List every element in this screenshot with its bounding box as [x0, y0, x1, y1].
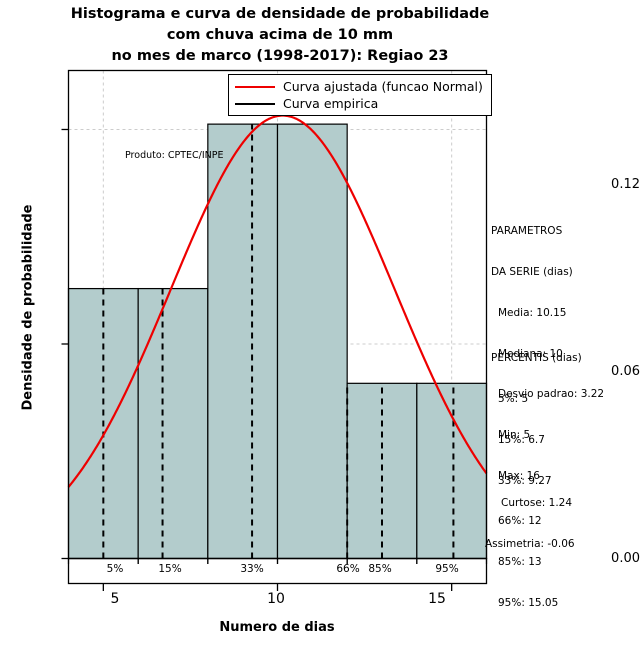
- percentil-15: 15%: 6.7: [498, 433, 545, 446]
- parameters-block: PARAMETROS DA SERIE (dias) Media: 10.15 …: [491, 198, 604, 511]
- chart-title-line-3: no mes de marco (1998-2017): Regiao 23: [111, 48, 449, 64]
- parameter-mediana: Mediana: 10: [498, 347, 563, 360]
- stat-curtose: Curtose: 1.24: [501, 497, 573, 510]
- fitted-normal-curve: [67, 114, 488, 488]
- percentil-5: 5%: 5: [498, 392, 529, 405]
- legend-item-fitted: Curva ajustada (funcao Normal): [235, 78, 483, 95]
- axis-ticks: [61, 128, 488, 591]
- percentile-label-85: 85%: [368, 563, 392, 575]
- parameters-heading-2: DA SERIE (dias): [491, 265, 573, 278]
- shape-stats-block: Curtose: 1.24 Assimetria: -0.06: [485, 470, 575, 579]
- legend-line-black-icon: [235, 102, 275, 105]
- legend-item-empirical: Curva empirica: [235, 95, 483, 112]
- parameter-desvio-padrao: Desvio padrao: 3.22: [498, 388, 605, 401]
- percentile-lines: [102, 124, 455, 559]
- x-tick-label-2: 15: [428, 591, 446, 607]
- x-axis-label: Numero de dias: [219, 620, 335, 635]
- legend-label-empirical: Curva empirica: [283, 96, 379, 111]
- percentile-label-66: 66%: [336, 563, 360, 575]
- stat-assimetria: Assimetria: -0.06: [485, 537, 575, 550]
- parameter-min: Min: 5: [498, 429, 531, 442]
- chart-title-line-1: Histograma e curva de densidade de proba…: [70, 6, 490, 22]
- parameter-media: Media: 10.15: [498, 306, 567, 319]
- legend-line-red-icon: [235, 85, 275, 88]
- produto-annotation: Produto: CPTEC/INPE: [125, 150, 224, 161]
- chart-title: Histograma e curva de densidade de proba…: [0, 4, 560, 67]
- y-axis-label: Densidade de probabilidade: [20, 204, 36, 411]
- chart-title-line-2: com chuva acima de 10 mm: [166, 27, 394, 43]
- x-tick-label-0: 5: [110, 591, 120, 607]
- percentis-heading: PERCENTIS (dias): [491, 352, 582, 365]
- percentil-85: 85%: 13: [498, 556, 542, 569]
- percentile-label-5: 5%: [106, 563, 124, 575]
- parameters-heading-1: PARAMETROS: [491, 225, 563, 238]
- percentile-label-33: 33%: [240, 563, 264, 575]
- percentile-label-box: [67, 557, 488, 585]
- legend-label-fitted: Curva ajustada (funcao Normal): [283, 79, 483, 94]
- percentil-33: 33%: 9.27: [498, 474, 552, 487]
- percentis-block: PERCENTIS (dias) 5%: 5 15%: 6.7 33%: 9.2…: [491, 325, 582, 638]
- percentile-label-95: 95%: [435, 563, 459, 575]
- y-tick-label-0: 0.00: [611, 551, 640, 566]
- percentile-label-15: 15%: [158, 563, 182, 575]
- y-tick-label-1: 0.06: [611, 364, 640, 379]
- percentil-95: 95%: 15.05: [498, 596, 559, 609]
- histogram-bars: [67, 123, 488, 560]
- parameter-max: Max: 16: [498, 469, 540, 482]
- x-tick-label-1: 10: [267, 591, 285, 607]
- y-tick-label-2: 0.12: [611, 177, 640, 192]
- chart-legend: Curva ajustada (funcao Normal) Curva emp…: [228, 74, 492, 116]
- percentil-66: 66%: 12: [498, 515, 542, 528]
